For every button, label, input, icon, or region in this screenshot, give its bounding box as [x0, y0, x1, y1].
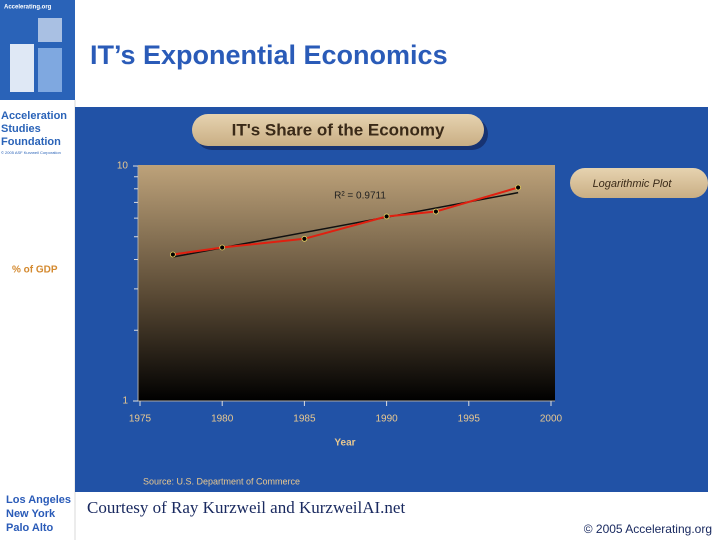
annotation-pill [570, 168, 708, 198]
x-tick-label: 1990 [375, 414, 398, 425]
x-tick-label: 1975 [129, 414, 152, 425]
data-point [301, 235, 308, 242]
logo-square [38, 48, 62, 92]
data-point [219, 244, 226, 251]
x-tick-label: 1985 [293, 414, 316, 425]
city: New York [6, 508, 56, 520]
chart-title: IT's Share of the Economy [232, 120, 445, 139]
org-name: Foundation [1, 136, 61, 148]
credit: Courtesy of Ray Kurzweil and KurzweilAI.… [87, 498, 405, 517]
org-name: Studies [1, 123, 41, 135]
plot-area [138, 165, 555, 401]
copyright: © 2005 Accelerating.org [584, 522, 712, 536]
y-tick-label: 1 [122, 396, 128, 407]
data-point [515, 184, 522, 191]
fit-label: R² = 0.9711 [334, 191, 386, 202]
data-point [383, 213, 390, 220]
x-tick-label: 1995 [458, 414, 481, 425]
y-axis-label: % of GDP [12, 265, 58, 276]
logo-square [10, 44, 34, 92]
chart-title-pill [192, 114, 484, 146]
x-tick-label: 2000 [540, 414, 563, 425]
data-line [172, 186, 519, 256]
slide-title: IT’s Exponential Economics [90, 40, 448, 70]
source: Source: U.S. Department of Commerce [143, 476, 300, 486]
y-tick-label: 10 [117, 161, 129, 172]
org-note: © 2005 ASF Kurzweil Corporation [1, 150, 61, 155]
data-point [169, 251, 176, 258]
x-tick-label: 1980 [211, 414, 234, 425]
city: Palo Alto [6, 522, 54, 534]
org-name: Acceleration [1, 110, 67, 122]
annotation: Logarithmic Plot [593, 178, 673, 190]
city: Los Angeles [6, 494, 71, 506]
logo-square [38, 18, 62, 42]
x-axis-label: Year [334, 438, 355, 449]
data-point [433, 208, 439, 215]
logo-site: Accelerating.org [4, 5, 52, 11]
